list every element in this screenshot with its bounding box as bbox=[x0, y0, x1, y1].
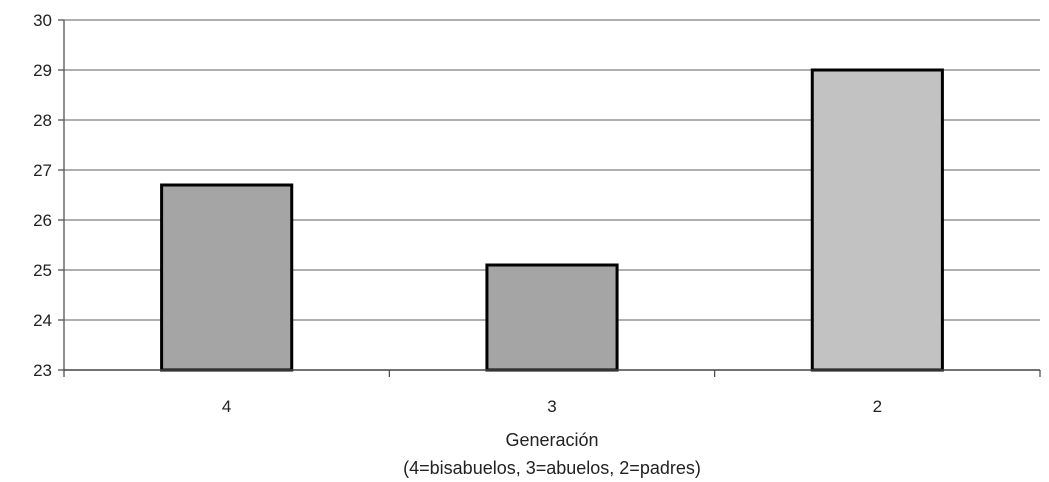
x-axis-subtitle: (4=bisabuelos, 3=abuelos, 2=padres) bbox=[403, 458, 701, 478]
x-axis-ticks: 4 3 2 bbox=[63, 370, 1041, 416]
y-tick-label: 23 bbox=[33, 361, 52, 380]
y-tick-label: 26 bbox=[33, 211, 52, 230]
x-tick-label: 4 bbox=[222, 397, 231, 416]
x-tick-label: 2 bbox=[873, 397, 882, 416]
y-axis-ticks: 23 24 25 26 27 28 29 30 bbox=[33, 11, 65, 380]
y-tick-label: 25 bbox=[33, 261, 52, 280]
bar-2 bbox=[810, 68, 944, 372]
y-tick-label: 27 bbox=[33, 161, 52, 180]
y-tick-label: 30 bbox=[33, 11, 52, 30]
x-axis-title: Generación bbox=[505, 430, 598, 450]
x-tick-label: 3 bbox=[547, 397, 556, 416]
bars bbox=[160, 68, 944, 372]
bar-3 bbox=[485, 263, 619, 372]
y-tick-label: 24 bbox=[33, 311, 52, 330]
bar-4 bbox=[160, 183, 294, 372]
y-tick-label: 28 bbox=[33, 111, 52, 130]
y-tick-label: 29 bbox=[33, 61, 52, 80]
